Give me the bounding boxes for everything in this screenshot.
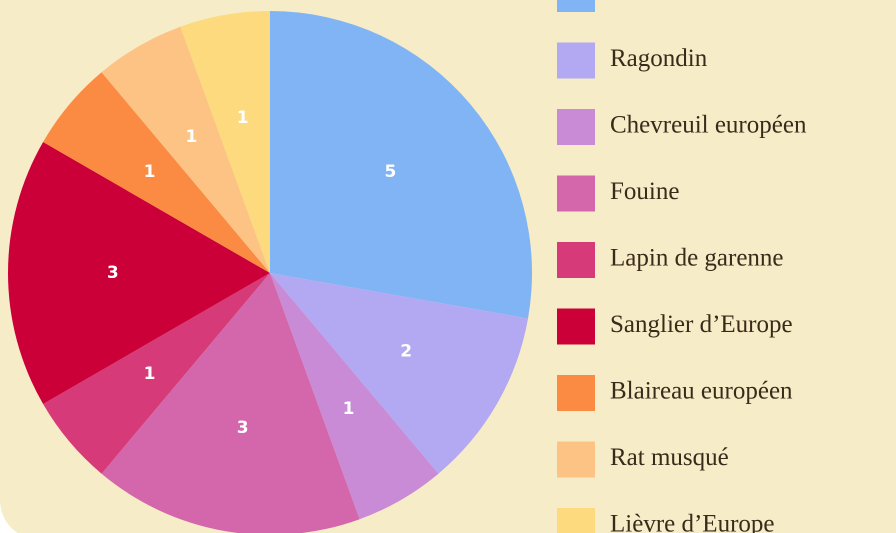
data-label: 1 [144, 162, 156, 182]
legend-swatch [557, 508, 595, 533]
data-label: 1 [343, 399, 355, 419]
data-label: 3 [107, 263, 119, 283]
legend-swatch [557, 109, 595, 145]
legend-label: Sanglier d’Europe [610, 311, 793, 338]
legend-label: Rat musqué [610, 444, 729, 471]
pie-slice [180, 11, 270, 273]
legend-label: Ragondin [610, 45, 708, 72]
legend-swatch [557, 0, 595, 12]
data-label: 3 [237, 418, 249, 438]
pie-slice [101, 26, 270, 273]
legend-swatch [557, 308, 595, 345]
pie-slice [7, 142, 270, 404]
legend-label: Fouine [610, 178, 679, 205]
legend-swatch [557, 441, 595, 478]
pie-slice [43, 273, 270, 474]
data-label: 1 [144, 364, 156, 384]
pie-slice [101, 273, 360, 533]
data-label: 5 [385, 162, 397, 182]
data-label: 1 [185, 127, 197, 147]
data-label: 2 [400, 342, 412, 362]
legend-label: Lièvre d’Europe [610, 511, 775, 533]
pie-slice [270, 273, 529, 474]
legend-swatch [557, 42, 595, 79]
pie-slice [43, 72, 270, 273]
legend-label: Lapin de garenne [610, 245, 784, 272]
legend-label: Chevreuil européen [610, 112, 807, 139]
pie-slice [270, 273, 439, 520]
legend-swatch [557, 242, 595, 278]
legend-swatch [557, 175, 595, 212]
legend-swatch [557, 375, 595, 411]
pie-slice [270, 11, 532, 319]
legend-label: Blaireau européen [610, 378, 793, 405]
data-label: 1 [237, 108, 249, 128]
